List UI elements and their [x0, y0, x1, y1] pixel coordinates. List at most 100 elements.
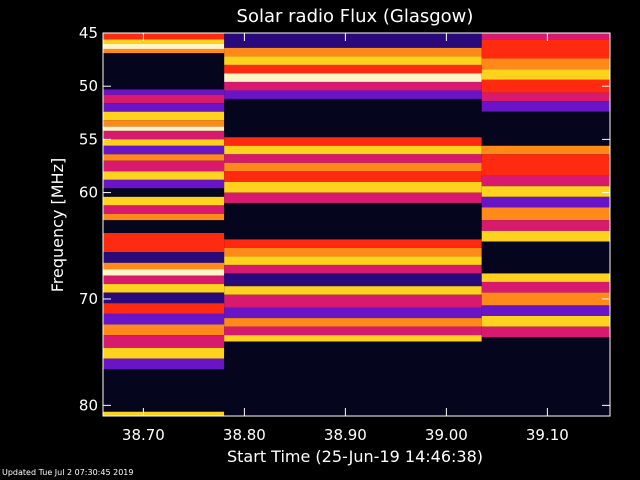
spectrum-band	[103, 233, 225, 253]
spectrum-band	[224, 73, 482, 82]
spectrum-band	[103, 89, 225, 95]
spectrum-band	[103, 171, 225, 180]
spectrum-band	[224, 192, 482, 204]
spectrum-band	[224, 341, 482, 416]
spectrum-band	[224, 239, 482, 248]
x-tick-label: 38.80	[223, 426, 266, 444]
spectrum-band	[224, 256, 482, 265]
spectrum-band	[224, 181, 482, 193]
spectrum-band	[103, 313, 225, 325]
spectrum-band	[481, 292, 610, 306]
spectrum-band	[224, 145, 482, 155]
heatmap-area	[103, 33, 610, 416]
spectrum-band	[224, 56, 482, 65]
spectrum-band	[481, 230, 610, 242]
spectrum-band	[103, 262, 225, 270]
spectrum-band	[103, 33, 225, 40]
spectrum-band	[224, 162, 482, 172]
x-axis-label: Start Time (25-Jun-19 14:46:38)	[227, 447, 483, 466]
spectrum-band	[103, 103, 225, 112]
updated-timestamp: Updated Tue Jul 2 07:30:45 2019	[2, 468, 134, 477]
spectrum-band	[224, 318, 482, 327]
spectrum-band	[481, 305, 610, 316]
spectrum-band	[481, 315, 610, 327]
x-tick-label: 38.70	[122, 426, 165, 444]
spectrum-band	[481, 111, 610, 146]
spectrum-band	[481, 281, 610, 293]
spectrum-band	[103, 179, 225, 189]
spectrum-band	[103, 145, 225, 155]
spectrum-band	[224, 273, 482, 287]
spectrum-band	[481, 196, 610, 208]
spectrum-band	[224, 33, 482, 48]
spectrum-band	[103, 303, 225, 314]
spectrum-band	[103, 53, 225, 90]
y-tick-label: 50	[79, 77, 98, 95]
spectrum-band	[481, 79, 610, 93]
spectrum-band	[224, 154, 482, 163]
spectrum-band	[103, 130, 225, 140]
spectrum-band	[481, 69, 610, 80]
spectrum-band	[103, 369, 225, 412]
spectrum-band	[481, 241, 610, 274]
spectrum-band	[224, 286, 482, 295]
spectrum-band	[103, 220, 225, 234]
spectrum-band	[224, 247, 482, 257]
spectrum-band	[103, 48, 225, 54]
spectrum-band	[481, 92, 610, 102]
spectrum-band	[224, 90, 482, 99]
spectrum-band	[103, 269, 225, 276]
spectrum-band	[224, 294, 482, 308]
y-tick-label: 80	[79, 396, 98, 414]
spectrum-band	[103, 154, 225, 161]
spectrum-band	[103, 111, 225, 121]
y-axis-ticks: 45 50 55 60 70 80	[79, 24, 610, 414]
spectrum-band	[224, 98, 482, 138]
spectrum-band	[103, 160, 225, 172]
y-axis-label: Frequency [MHz]	[48, 158, 67, 292]
chart-title: Solar radio Flux (Glasgow)	[237, 6, 474, 27]
spectrum-band	[103, 252, 225, 263]
spectrum-band	[224, 264, 482, 274]
spectrum-band	[224, 137, 482, 146]
spectrum-band	[481, 273, 610, 282]
spectrum-band	[481, 154, 610, 176]
spectrum-band	[224, 47, 482, 57]
spectrum-band	[224, 326, 482, 336]
spectrum-band	[481, 207, 610, 221]
spectrum-band	[103, 292, 225, 304]
x-axis-ticks: 38.70 38.80 38.90 39.00 39.10	[122, 33, 569, 444]
spectrum-band	[103, 213, 225, 221]
spectrum-band	[103, 43, 225, 49]
spectrum-band	[103, 347, 225, 359]
spectrum-band	[103, 275, 225, 285]
spectrum-band	[103, 120, 225, 127]
spectrum-band	[103, 94, 225, 104]
x-tick-label: 39.10	[526, 426, 569, 444]
spectrum-band	[103, 139, 225, 146]
spectrum-band	[103, 188, 225, 197]
spectrum-band	[103, 335, 225, 348]
plot-frame	[102, 32, 611, 417]
spectrum-band	[481, 58, 610, 70]
spectrum-band	[103, 126, 225, 131]
y-tick-label: 70	[79, 290, 98, 308]
spectrum-band	[224, 307, 482, 319]
y-tick-label: 60	[79, 184, 98, 202]
spectrum-band	[103, 196, 225, 206]
spectrum-band	[103, 358, 225, 370]
spectrum-band	[481, 220, 610, 231]
y-tick-label: 55	[79, 130, 98, 148]
spectrum-band	[103, 411, 225, 416]
spectrum-band	[481, 175, 610, 187]
x-tick-label: 39.00	[425, 426, 468, 444]
spectrum-band	[224, 64, 482, 74]
spectrum-band	[224, 203, 482, 240]
spectrum-band	[481, 326, 610, 338]
spectrum-band	[103, 284, 225, 293]
x-tick-label: 38.90	[324, 426, 367, 444]
spectrum-band	[224, 171, 482, 182]
y-tick-label: 45	[79, 24, 98, 42]
axes-frame	[102, 32, 611, 417]
